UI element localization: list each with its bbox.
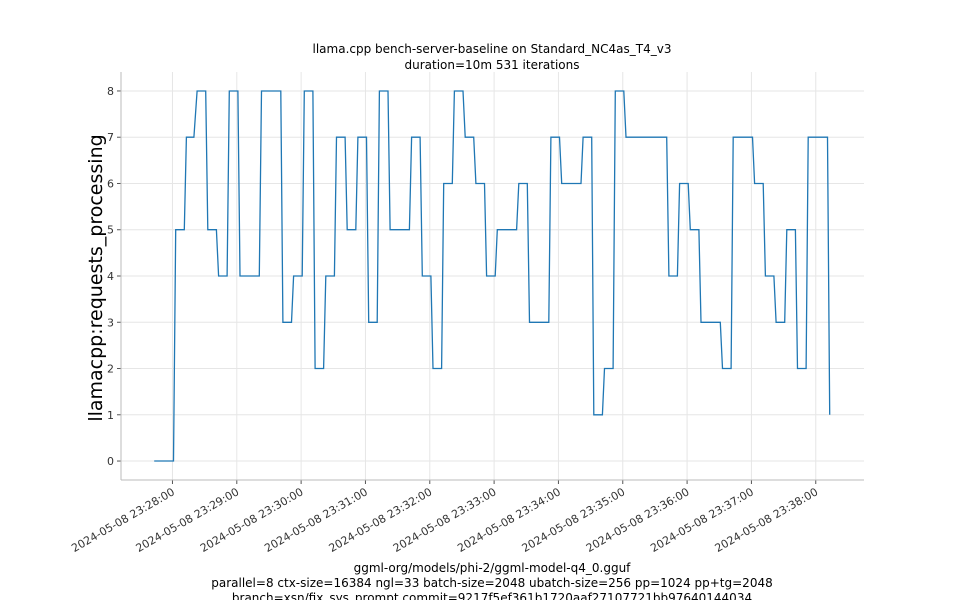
chart-title-line-2: duration=10m 531 iterations bbox=[405, 58, 580, 72]
chart-title-line-1: llama.cpp bench-server-baseline on Stand… bbox=[313, 42, 672, 56]
x-tick-label: 2024-05-08 23:36:00 bbox=[584, 485, 692, 555]
x-tick-label: 2024-05-08 23:33:00 bbox=[391, 485, 499, 555]
y-tick-label: 2 bbox=[107, 363, 114, 376]
x-tick-label: 2024-05-08 23:32:00 bbox=[327, 485, 435, 555]
x-tick-label: 2024-05-08 23:31:00 bbox=[262, 485, 370, 555]
y-tick-label: 0 bbox=[107, 455, 114, 468]
x-axis-label-line-2: parallel=8 ctx-size=16384 ngl=33 batch-s… bbox=[211, 576, 772, 590]
x-tick-label: 2024-05-08 23:28:00 bbox=[69, 485, 177, 555]
x-axis-label-line-1: ggml-org/models/phi-2/ggml-model-q4_0.gg… bbox=[354, 561, 632, 575]
series-line bbox=[154, 90, 831, 462]
x-tick-label: 2024-05-08 23:38:00 bbox=[713, 485, 821, 555]
y-tick-label: 6 bbox=[107, 177, 114, 190]
y-tick-label: 1 bbox=[107, 409, 114, 422]
x-tick-label: 2024-05-08 23:30:00 bbox=[198, 485, 306, 555]
y-tick-label: 4 bbox=[107, 270, 114, 283]
y-tick-label: 5 bbox=[107, 224, 114, 237]
y-axis-label: llamacpp:requests_processing bbox=[85, 134, 107, 421]
x-tick-label: 2024-05-08 23:34:00 bbox=[455, 485, 563, 555]
x-tick-label: 2024-05-08 23:29:00 bbox=[134, 485, 242, 555]
y-tick-label: 3 bbox=[107, 316, 114, 329]
y-tick-label: 7 bbox=[107, 131, 114, 144]
x-axis-label-line-3: branch=xsn/fix_sys_prompt commit=9217f5e… bbox=[232, 591, 752, 600]
x-tick-label: 2024-05-08 23:35:00 bbox=[520, 485, 628, 555]
x-tick-label: 2024-05-08 23:37:00 bbox=[648, 485, 756, 555]
y-tick-label: 8 bbox=[107, 85, 114, 98]
